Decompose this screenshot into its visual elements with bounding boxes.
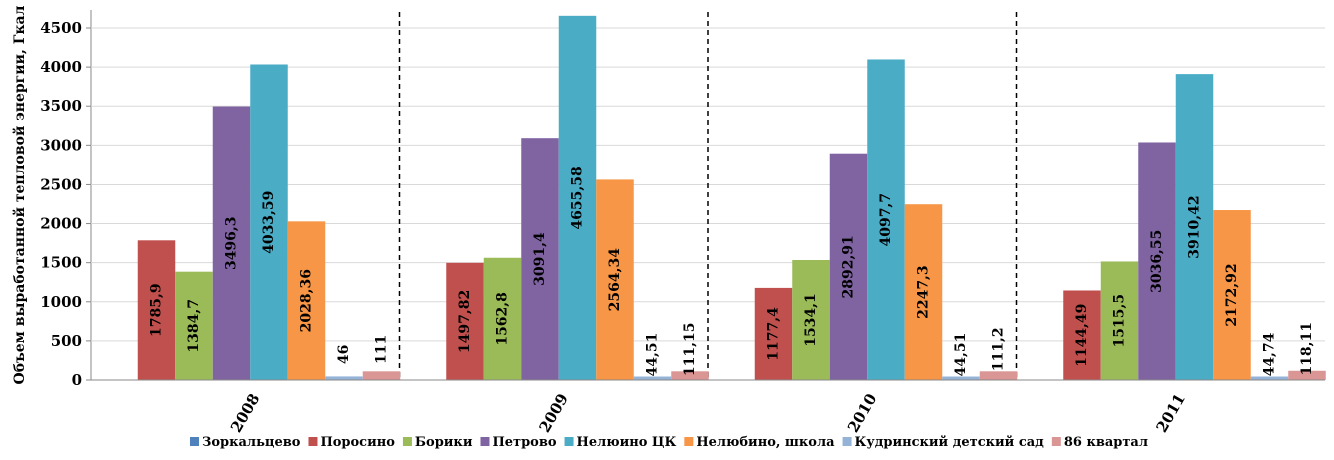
y-tick-label: 4000 xyxy=(40,58,82,76)
y-tick-label: 500 xyxy=(51,332,82,350)
bar xyxy=(1250,376,1289,380)
bar xyxy=(1138,142,1176,380)
bars-group xyxy=(137,15,1326,380)
data-label: 1384,7 xyxy=(186,299,202,353)
legend-swatch xyxy=(1051,437,1061,446)
y-tick-label: 1000 xyxy=(40,293,82,311)
y-tick-label: 0 xyxy=(72,371,82,389)
data-label: 2892,91 xyxy=(841,235,857,298)
bar xyxy=(829,153,868,380)
data-label: 44,74 xyxy=(1262,332,1278,376)
bar xyxy=(867,59,905,380)
data-label: 3496,3 xyxy=(224,216,240,270)
data-label: 2172,92 xyxy=(1224,263,1240,326)
x-tick-label: 2010 xyxy=(844,390,880,435)
bar xyxy=(212,106,251,380)
data-label: 118,11 xyxy=(1299,322,1315,376)
y-tick-label: 2500 xyxy=(40,175,82,193)
data-label: 1534,1 xyxy=(803,293,819,347)
y-tick-label: 2000 xyxy=(40,215,82,233)
y-tick-labels: 0 500 1000 1500 2000 2500 3000 3500 4000 4500 xyxy=(40,19,82,389)
y-tick-label: 1500 xyxy=(40,254,82,272)
data-labels-group: 1785,9 1384,7 3496,3 4033,59 2028,36 46 111 149… xyxy=(149,166,1316,376)
data-label: 46 xyxy=(336,345,352,364)
legend-swatch xyxy=(308,437,318,446)
legend-swatch xyxy=(189,437,199,446)
data-label: 1177,4 xyxy=(766,307,782,361)
legend-label: Нелюино ЦК xyxy=(577,435,677,450)
y-tick-label: 4500 xyxy=(40,19,82,37)
legend-swatch xyxy=(480,437,490,446)
bar xyxy=(287,221,326,380)
bar xyxy=(483,257,522,380)
data-label: 111 xyxy=(374,335,390,364)
bar xyxy=(175,271,213,380)
legend-label: Петрово xyxy=(492,435,556,450)
bar xyxy=(1213,210,1251,380)
data-label: 2028,36 xyxy=(299,269,315,332)
data-label: 3091,4 xyxy=(532,232,548,286)
y-tick-label: 3500 xyxy=(40,97,82,115)
x-tick-label: 2009 xyxy=(536,390,572,435)
bar xyxy=(942,376,980,380)
legend-swatch xyxy=(564,437,574,446)
bar xyxy=(792,259,830,380)
bar xyxy=(1100,261,1139,380)
bar xyxy=(325,376,363,380)
bar xyxy=(633,376,672,380)
x-tick-label: 2008 xyxy=(227,390,263,435)
data-label: 4033,59 xyxy=(261,191,277,254)
category-separators xyxy=(398,12,1018,378)
data-label: 1785,9 xyxy=(149,283,165,337)
legend-label: Поросино xyxy=(320,435,395,450)
data-label: 1562,8 xyxy=(495,292,511,346)
data-label: 1515,5 xyxy=(1112,294,1128,348)
data-label: 2564,34 xyxy=(607,248,623,312)
bar xyxy=(137,240,176,380)
data-label: 3910,42 xyxy=(1187,195,1203,258)
bar xyxy=(250,64,288,380)
y-tick-label: 3000 xyxy=(40,136,82,154)
data-label: 4097,7 xyxy=(878,193,894,247)
bar xyxy=(596,179,634,380)
legend-label: Борики xyxy=(415,435,473,450)
legend-swatch xyxy=(842,437,852,446)
bar xyxy=(1063,290,1101,380)
bar xyxy=(754,287,793,380)
data-label: 44,51 xyxy=(953,333,969,377)
x-tick-labels: 2008 2009 2010 2011 xyxy=(227,390,1189,435)
data-label: 111,2 xyxy=(991,327,1007,371)
x-tick-label: 2011 xyxy=(1153,390,1189,435)
legend-label: 86 квартал xyxy=(1064,435,1148,450)
data-label: 4655,58 xyxy=(570,166,586,229)
bar xyxy=(904,204,943,380)
y-axis-title: Объем выработанной тепловой энергии, Гка… xyxy=(11,5,28,384)
legend: Зоркальцево Поросино Борики Петрово Нелюино … xyxy=(189,435,1148,450)
data-label: 111,15 xyxy=(682,323,698,377)
bar xyxy=(446,262,484,380)
bar xyxy=(362,371,401,380)
bar xyxy=(1288,370,1326,380)
bar xyxy=(558,15,597,380)
bar xyxy=(671,371,709,380)
bar xyxy=(521,138,559,380)
legend-label: Зоркальцево xyxy=(202,435,301,450)
data-label: 1144,49 xyxy=(1074,304,1090,367)
legend-swatch xyxy=(684,437,694,446)
bar xyxy=(1175,74,1214,380)
data-label: 2247,3 xyxy=(916,265,932,319)
legend-label: Кудринский детский сад xyxy=(855,435,1045,450)
bar xyxy=(979,371,1018,380)
data-label: 44,51 xyxy=(645,333,661,377)
data-label: 3036,55 xyxy=(1149,230,1165,293)
data-label: 1497,82 xyxy=(457,290,473,353)
legend-swatch xyxy=(402,437,412,446)
legend-label: Нелюбино, школа xyxy=(696,435,835,450)
